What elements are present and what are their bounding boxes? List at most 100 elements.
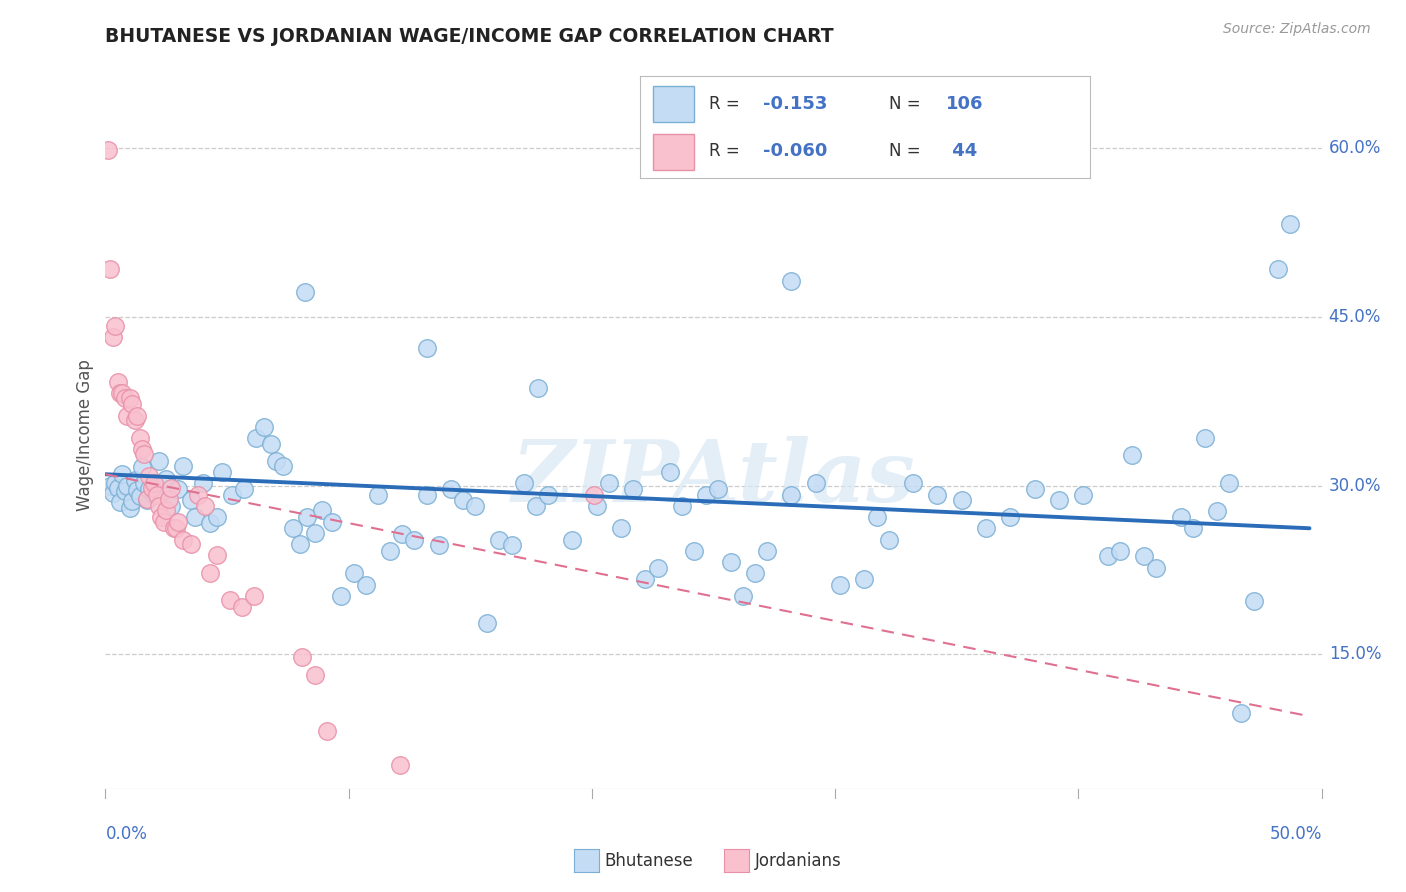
- FancyBboxPatch shape: [654, 87, 693, 122]
- Point: [172, 533, 194, 547]
- Point: [162, 521, 184, 535]
- Point: [138, 469, 160, 483]
- Point: [198, 516, 221, 530]
- Point: [1230, 706, 1253, 720]
- Point: [260, 437, 283, 451]
- Point: [184, 510, 207, 524]
- Point: [440, 482, 463, 496]
- Point: [101, 486, 124, 500]
- Point: [155, 503, 177, 517]
- Point: [634, 572, 657, 586]
- Point: [561, 533, 583, 547]
- Point: [828, 577, 851, 591]
- Point: [160, 481, 183, 495]
- Point: [134, 476, 156, 491]
- Point: [101, 330, 124, 344]
- Text: 106: 106: [946, 95, 983, 113]
- Point: [378, 543, 401, 558]
- Point: [153, 515, 176, 529]
- Point: [165, 521, 187, 535]
- Text: 60.0%: 60.0%: [1329, 139, 1381, 157]
- Point: [1097, 549, 1119, 564]
- Point: [1121, 448, 1143, 462]
- Point: [1267, 262, 1289, 277]
- Text: 0.0%: 0.0%: [105, 825, 148, 844]
- Point: [160, 499, 183, 513]
- Point: [221, 487, 243, 501]
- Point: [585, 499, 607, 513]
- Point: [1243, 594, 1265, 608]
- Point: [720, 555, 742, 569]
- Point: [134, 447, 156, 461]
- Point: [111, 467, 134, 482]
- Point: [98, 262, 121, 277]
- Text: BHUTANESE VS JORDANIAN WAGE/INCOME GAP CORRELATION CHART: BHUTANESE VS JORDANIAN WAGE/INCOME GAP C…: [105, 27, 834, 45]
- Point: [291, 649, 314, 664]
- Point: [288, 537, 311, 551]
- Point: [707, 482, 730, 496]
- Point: [231, 600, 253, 615]
- Text: N =: N =: [890, 95, 921, 113]
- Point: [1170, 510, 1192, 524]
- Point: [330, 589, 353, 603]
- Point: [264, 454, 287, 468]
- Point: [145, 487, 167, 501]
- Point: [1108, 543, 1130, 558]
- Point: [108, 386, 131, 401]
- Point: [117, 409, 139, 423]
- Point: [148, 499, 170, 513]
- Point: [477, 615, 499, 630]
- Text: 50.0%: 50.0%: [1270, 825, 1322, 844]
- Point: [658, 465, 681, 479]
- Point: [731, 589, 754, 603]
- Point: [135, 493, 157, 508]
- Text: 45.0%: 45.0%: [1329, 308, 1381, 326]
- Point: [118, 391, 141, 405]
- Point: [207, 549, 229, 563]
- Point: [198, 566, 221, 581]
- Text: Source: ZipAtlas.com: Source: ZipAtlas.com: [1223, 22, 1371, 37]
- Point: [143, 487, 166, 501]
- Point: [150, 510, 173, 524]
- Point: [114, 391, 136, 405]
- Point: [513, 476, 536, 491]
- Point: [598, 476, 620, 491]
- Text: -0.153: -0.153: [763, 95, 828, 113]
- Point: [865, 510, 887, 524]
- Point: [114, 484, 136, 499]
- Point: [427, 538, 450, 552]
- Point: [141, 481, 163, 495]
- Point: [191, 476, 214, 491]
- Point: [124, 413, 146, 427]
- Point: [243, 589, 266, 603]
- Point: [121, 494, 143, 508]
- Text: Bhutanese: Bhutanese: [605, 852, 693, 870]
- Point: [1024, 482, 1046, 496]
- Point: [304, 667, 326, 681]
- Point: [143, 476, 166, 491]
- Point: [537, 487, 560, 501]
- Text: 30.0%: 30.0%: [1329, 476, 1381, 494]
- Point: [111, 386, 134, 401]
- Point: [671, 499, 693, 513]
- Text: ZIPAtlas: ZIPAtlas: [512, 435, 915, 519]
- Point: [131, 460, 153, 475]
- Point: [271, 459, 294, 474]
- Point: [297, 510, 319, 524]
- Point: [294, 285, 316, 299]
- Point: [901, 476, 924, 491]
- Point: [157, 491, 180, 506]
- Point: [610, 521, 633, 535]
- Point: [583, 487, 606, 501]
- Point: [451, 493, 474, 508]
- Point: [128, 489, 150, 503]
- Point: [804, 476, 827, 491]
- Point: [974, 521, 997, 535]
- Point: [877, 533, 900, 547]
- Point: [527, 381, 550, 395]
- Point: [311, 503, 333, 517]
- Point: [367, 487, 389, 501]
- Text: N =: N =: [890, 142, 921, 161]
- Point: [125, 483, 148, 497]
- Point: [167, 482, 190, 496]
